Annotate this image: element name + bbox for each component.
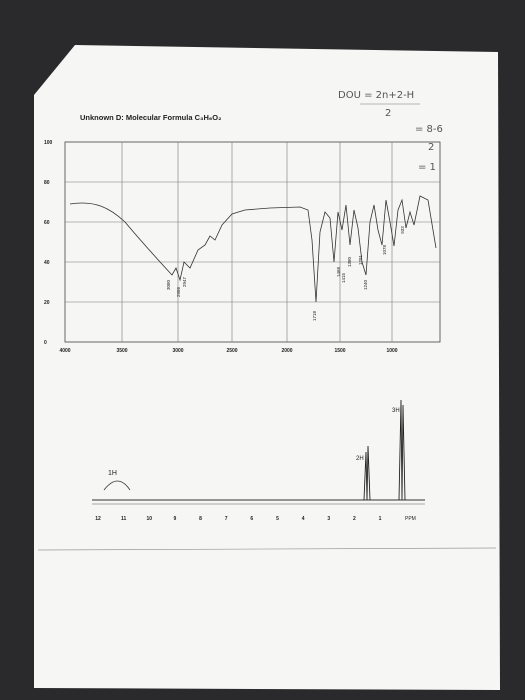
x-tick-label: 4 [302, 516, 305, 522]
nmr-chart [92, 399, 425, 505]
peak [363, 445, 371, 501]
x-tick-label: 9 [174, 516, 177, 522]
ir-y-axis: 100 80 60 40 20 0 [44, 140, 53, 346]
x-tick-label: 1000 [386, 348, 397, 354]
x-tick-label: 2000 [281, 348, 292, 354]
x-tick-label: 4000 [59, 348, 70, 354]
x-tick-label: 8 [199, 516, 202, 522]
ir-trace [69, 195, 437, 303]
integral-label: 2H [356, 456, 364, 462]
peak-label: 1415 [341, 272, 346, 283]
note-line: = 1 [418, 162, 436, 173]
x-tick-label: 2 [353, 516, 356, 522]
ir-x-axis: 4000 3500 3000 2500 2000 1500 1000 [59, 348, 397, 354]
note-line: 2 [385, 108, 391, 119]
peak-label: 1291 [358, 254, 363, 265]
ir-frame [64, 141, 441, 343]
y-tick-label: 100 [44, 140, 53, 146]
peak-label: 2986 [176, 286, 181, 297]
integral-label: 1H [108, 470, 117, 477]
x-tick-label: 7 [225, 516, 228, 522]
x-tick-label: 1500 [334, 348, 345, 354]
x-tick-label: 11 [121, 516, 127, 522]
peak-label: 1718 [312, 310, 317, 321]
broad-peak [103, 480, 131, 491]
peak-label: 1078 [382, 244, 387, 255]
x-tick-label: 12 [95, 516, 101, 522]
x-tick-label: 2500 [226, 348, 237, 354]
ir-chart [64, 141, 441, 343]
divider [37, 547, 497, 551]
x-tick-label: 5 [276, 516, 279, 522]
paper [34, 45, 500, 690]
y-tick-label: 0 [44, 340, 47, 346]
peak-label: 933 [400, 226, 405, 234]
peak [398, 399, 406, 501]
y-tick-label: 40 [44, 260, 50, 266]
peak-label: 2947 [182, 276, 187, 287]
worksheet-title: Unknown D: Molecular Formula C₃H₆O₂ [80, 113, 221, 122]
nmr-x-axis: 12 11 10 9 8 7 6 5 4 3 2 1 [95, 516, 381, 522]
x-tick-label: 3000 [172, 348, 183, 354]
peak-label: 1240 [363, 279, 368, 290]
peak-label: 1380 [347, 256, 352, 267]
y-tick-label: 20 [44, 300, 50, 306]
x-tick-label: 1 [379, 516, 382, 522]
peak-label: 1468 [336, 266, 341, 277]
x-tick-label: 3 [327, 516, 330, 522]
integral-label: 3H [392, 408, 400, 414]
x-tick-label: 6 [250, 516, 253, 522]
y-tick-label: 60 [44, 220, 50, 226]
note-line: = 8-6 [415, 124, 443, 135]
unit-label: PPM [405, 516, 416, 522]
note-line: 2 [428, 142, 434, 153]
peak-label: 3080 [166, 279, 171, 290]
note-line: DOU = 2n+2-H [338, 90, 414, 101]
x-tick-label: 3500 [116, 348, 127, 354]
x-tick-label: 10 [146, 516, 152, 522]
y-tick-label: 80 [44, 180, 50, 186]
